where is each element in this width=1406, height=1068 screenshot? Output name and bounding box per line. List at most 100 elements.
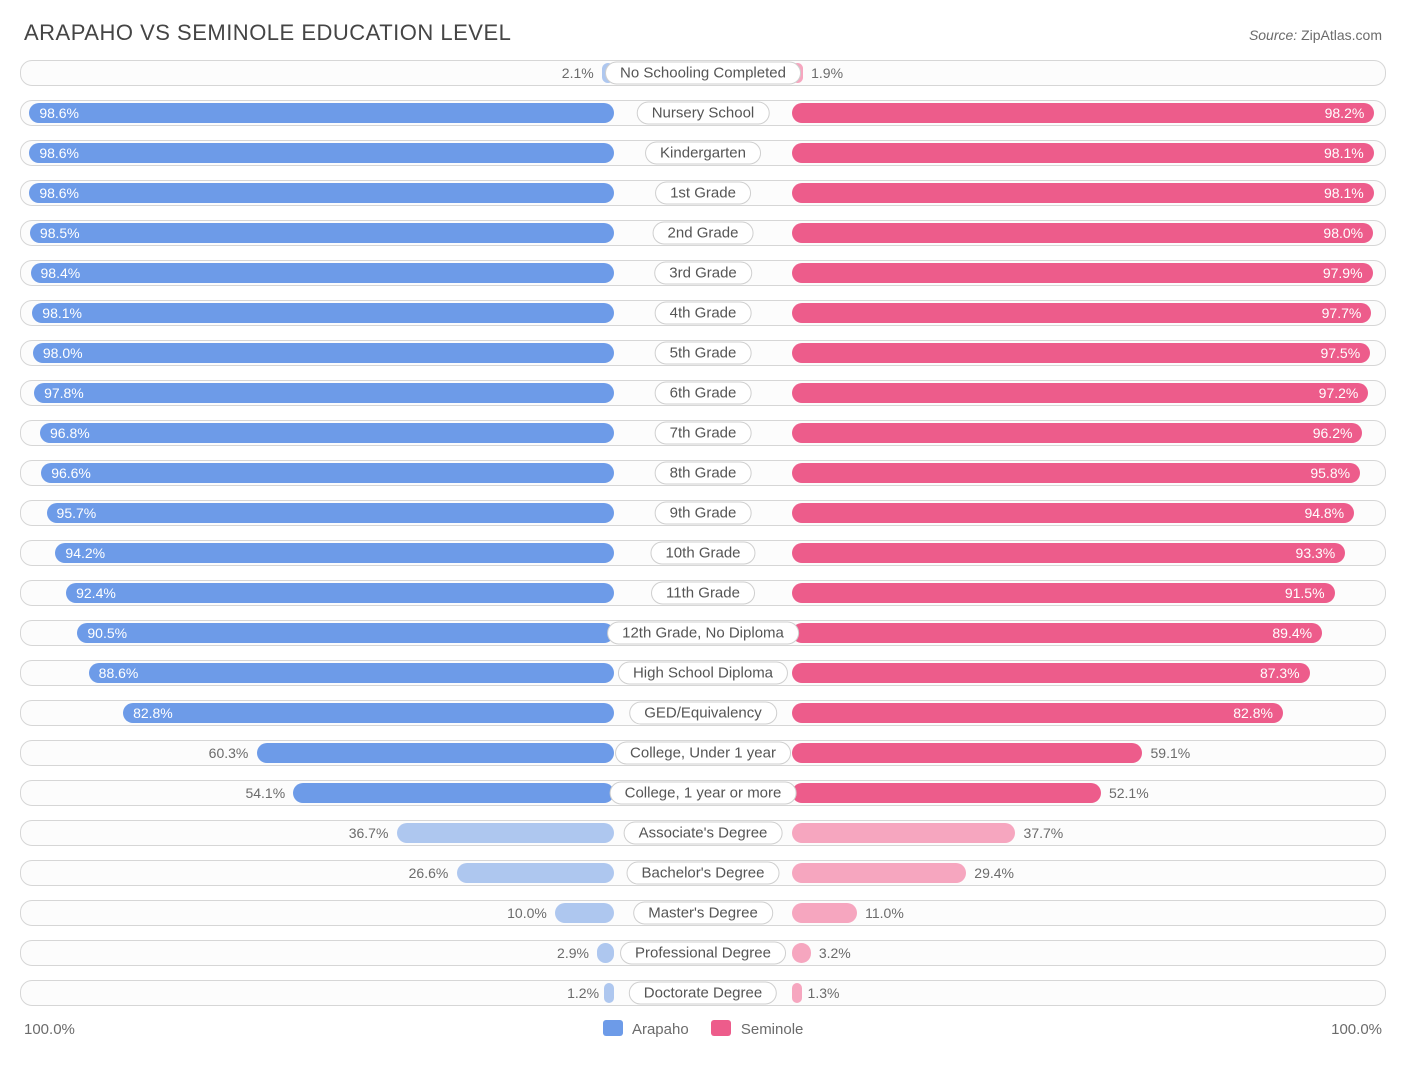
right-half: 3.2% <box>703 941 1385 965</box>
left-value: 98.4% <box>41 265 81 281</box>
left-bar <box>293 783 614 803</box>
chart-row: 9th Grade95.7%94.8% <box>20 500 1386 526</box>
right-bar: 89.4% <box>792 623 1322 643</box>
category-label: 10th Grade <box>650 542 755 565</box>
left-bar: 98.4% <box>31 263 615 283</box>
chart-row: 7th Grade96.8%96.2% <box>20 420 1386 446</box>
chart-row: 4th Grade98.1%97.7% <box>20 300 1386 326</box>
right-bar <box>792 783 1101 803</box>
right-half: 93.3% <box>703 541 1385 565</box>
legend-swatch-left <box>603 1020 623 1036</box>
chart-row: High School Diploma88.6%87.3% <box>20 660 1386 686</box>
chart-row: GED/Equivalency 82.8% 82.8% <box>20 700 1386 726</box>
left-value: 96.6% <box>51 465 91 481</box>
right-bar: 98.2% <box>792 103 1375 123</box>
right-half: 29.4% <box>703 861 1385 885</box>
left-value: 1.2% <box>567 981 599 1005</box>
chart-source: Source: ZipAtlas.com <box>1249 27 1382 43</box>
category-label: Bachelor's Degree <box>627 862 780 885</box>
right-value: 97.5% <box>1320 345 1360 361</box>
right-value: 11.0% <box>865 901 904 925</box>
left-bar <box>397 823 615 843</box>
left-half: 98.4% <box>21 261 703 285</box>
legend-item-left: Arapaho <box>603 1020 689 1038</box>
right-half: 98.2% <box>703 101 1385 125</box>
right-bar: 93.3% <box>792 543 1346 563</box>
left-value: 26.6% <box>409 861 449 885</box>
left-half: 96.8% <box>21 421 703 445</box>
right-half: 1.3% <box>703 981 1385 1005</box>
source-name: ZipAtlas.com <box>1301 27 1382 43</box>
category-label: Kindergarten <box>645 142 761 165</box>
right-half: 87.3% <box>703 661 1385 685</box>
right-value: 1.3% <box>808 981 840 1005</box>
category-label: Associate's Degree <box>624 822 783 845</box>
chart-row: Doctorate Degree 1.2% 1.3% <box>20 980 1386 1006</box>
diverging-bar-chart: No Schooling Completed2.1%1.9%Nursery Sc… <box>20 60 1386 1006</box>
right-bar <box>792 943 811 963</box>
right-value: 95.8% <box>1310 465 1350 481</box>
left-value: 98.1% <box>42 305 82 321</box>
legend-label-right: Seminole <box>741 1021 804 1038</box>
left-value: 60.3% <box>209 741 249 765</box>
right-bar <box>792 823 1016 843</box>
right-half: 11.0% <box>703 901 1385 925</box>
chart-title: ARAPAHO VS SEMINOLE EDUCATION LEVEL <box>24 20 511 46</box>
right-half: 89.4% <box>703 621 1385 645</box>
left-bar: 98.0% <box>33 343 614 363</box>
right-value: 59.1% <box>1151 741 1191 765</box>
left-value: 96.8% <box>50 425 90 441</box>
category-label: 11th Grade <box>651 582 755 605</box>
chart-row: Kindergarten 98.6% 98.1% <box>20 140 1386 166</box>
category-label: Doctorate Degree <box>629 982 777 1005</box>
left-value: 36.7% <box>349 821 389 845</box>
left-value: 98.6% <box>39 105 79 121</box>
left-bar: 94.2% <box>55 543 614 563</box>
left-value: 95.7% <box>57 505 97 521</box>
left-half: 98.6% <box>21 141 703 165</box>
right-value: 82.8% <box>1233 705 1273 721</box>
right-bar: 87.3% <box>792 663 1310 683</box>
right-half: 97.5% <box>703 341 1385 365</box>
chart-row: Master's Degree10.0%11.0% <box>20 900 1386 926</box>
left-bar: 82.8% <box>123 703 614 723</box>
right-half: 98.1% <box>703 181 1385 205</box>
right-half: 98.1% <box>703 141 1385 165</box>
chart-row: No Schooling Completed2.1%1.9% <box>20 60 1386 86</box>
category-label: 8th Grade <box>655 462 752 485</box>
chart-row: 2nd Grade98.5%98.0% <box>20 220 1386 246</box>
left-half: 1.2% <box>21 981 703 1005</box>
chart-row: 8th Grade 96.6% 95.8% <box>20 460 1386 486</box>
category-label: College, Under 1 year <box>615 742 791 765</box>
left-bar: 98.6% <box>29 143 614 163</box>
left-bar: 88.6% <box>89 663 615 683</box>
left-half: 90.5% <box>21 621 703 645</box>
right-value: 97.7% <box>1322 305 1362 321</box>
right-value: 98.1% <box>1324 145 1364 161</box>
left-bar <box>257 743 615 763</box>
right-value: 89.4% <box>1272 625 1312 641</box>
right-value: 98.1% <box>1324 185 1364 201</box>
right-bar <box>792 983 802 1003</box>
right-value: 29.4% <box>974 861 1014 885</box>
chart-header: ARAPAHO VS SEMINOLE EDUCATION LEVEL Sour… <box>20 20 1386 46</box>
chart-row: 12th Grade, No Diploma90.5% 89.4% <box>20 620 1386 646</box>
right-bar <box>792 903 857 923</box>
right-value: 94.8% <box>1304 505 1344 521</box>
chart-row: Bachelor's Degree 26.6% 29.4% <box>20 860 1386 886</box>
right-value: 87.3% <box>1260 665 1300 681</box>
left-half: 98.6% <box>21 181 703 205</box>
left-half: 98.1% <box>21 301 703 325</box>
left-value: 98.5% <box>40 225 80 241</box>
left-value: 2.1% <box>562 61 594 85</box>
category-label: 12th Grade, No Diploma <box>607 622 799 645</box>
left-half: 54.1% <box>21 781 703 805</box>
right-bar: 98.1% <box>792 143 1374 163</box>
left-value: 98.6% <box>39 145 79 161</box>
chart-row: College, Under 1 year 60.3% 59.1% <box>20 740 1386 766</box>
left-bar: 97.8% <box>34 383 614 403</box>
left-bar <box>457 863 615 883</box>
category-label: GED/Equivalency <box>629 702 777 725</box>
right-bar <box>792 863 966 883</box>
right-value: 98.2% <box>1325 105 1365 121</box>
